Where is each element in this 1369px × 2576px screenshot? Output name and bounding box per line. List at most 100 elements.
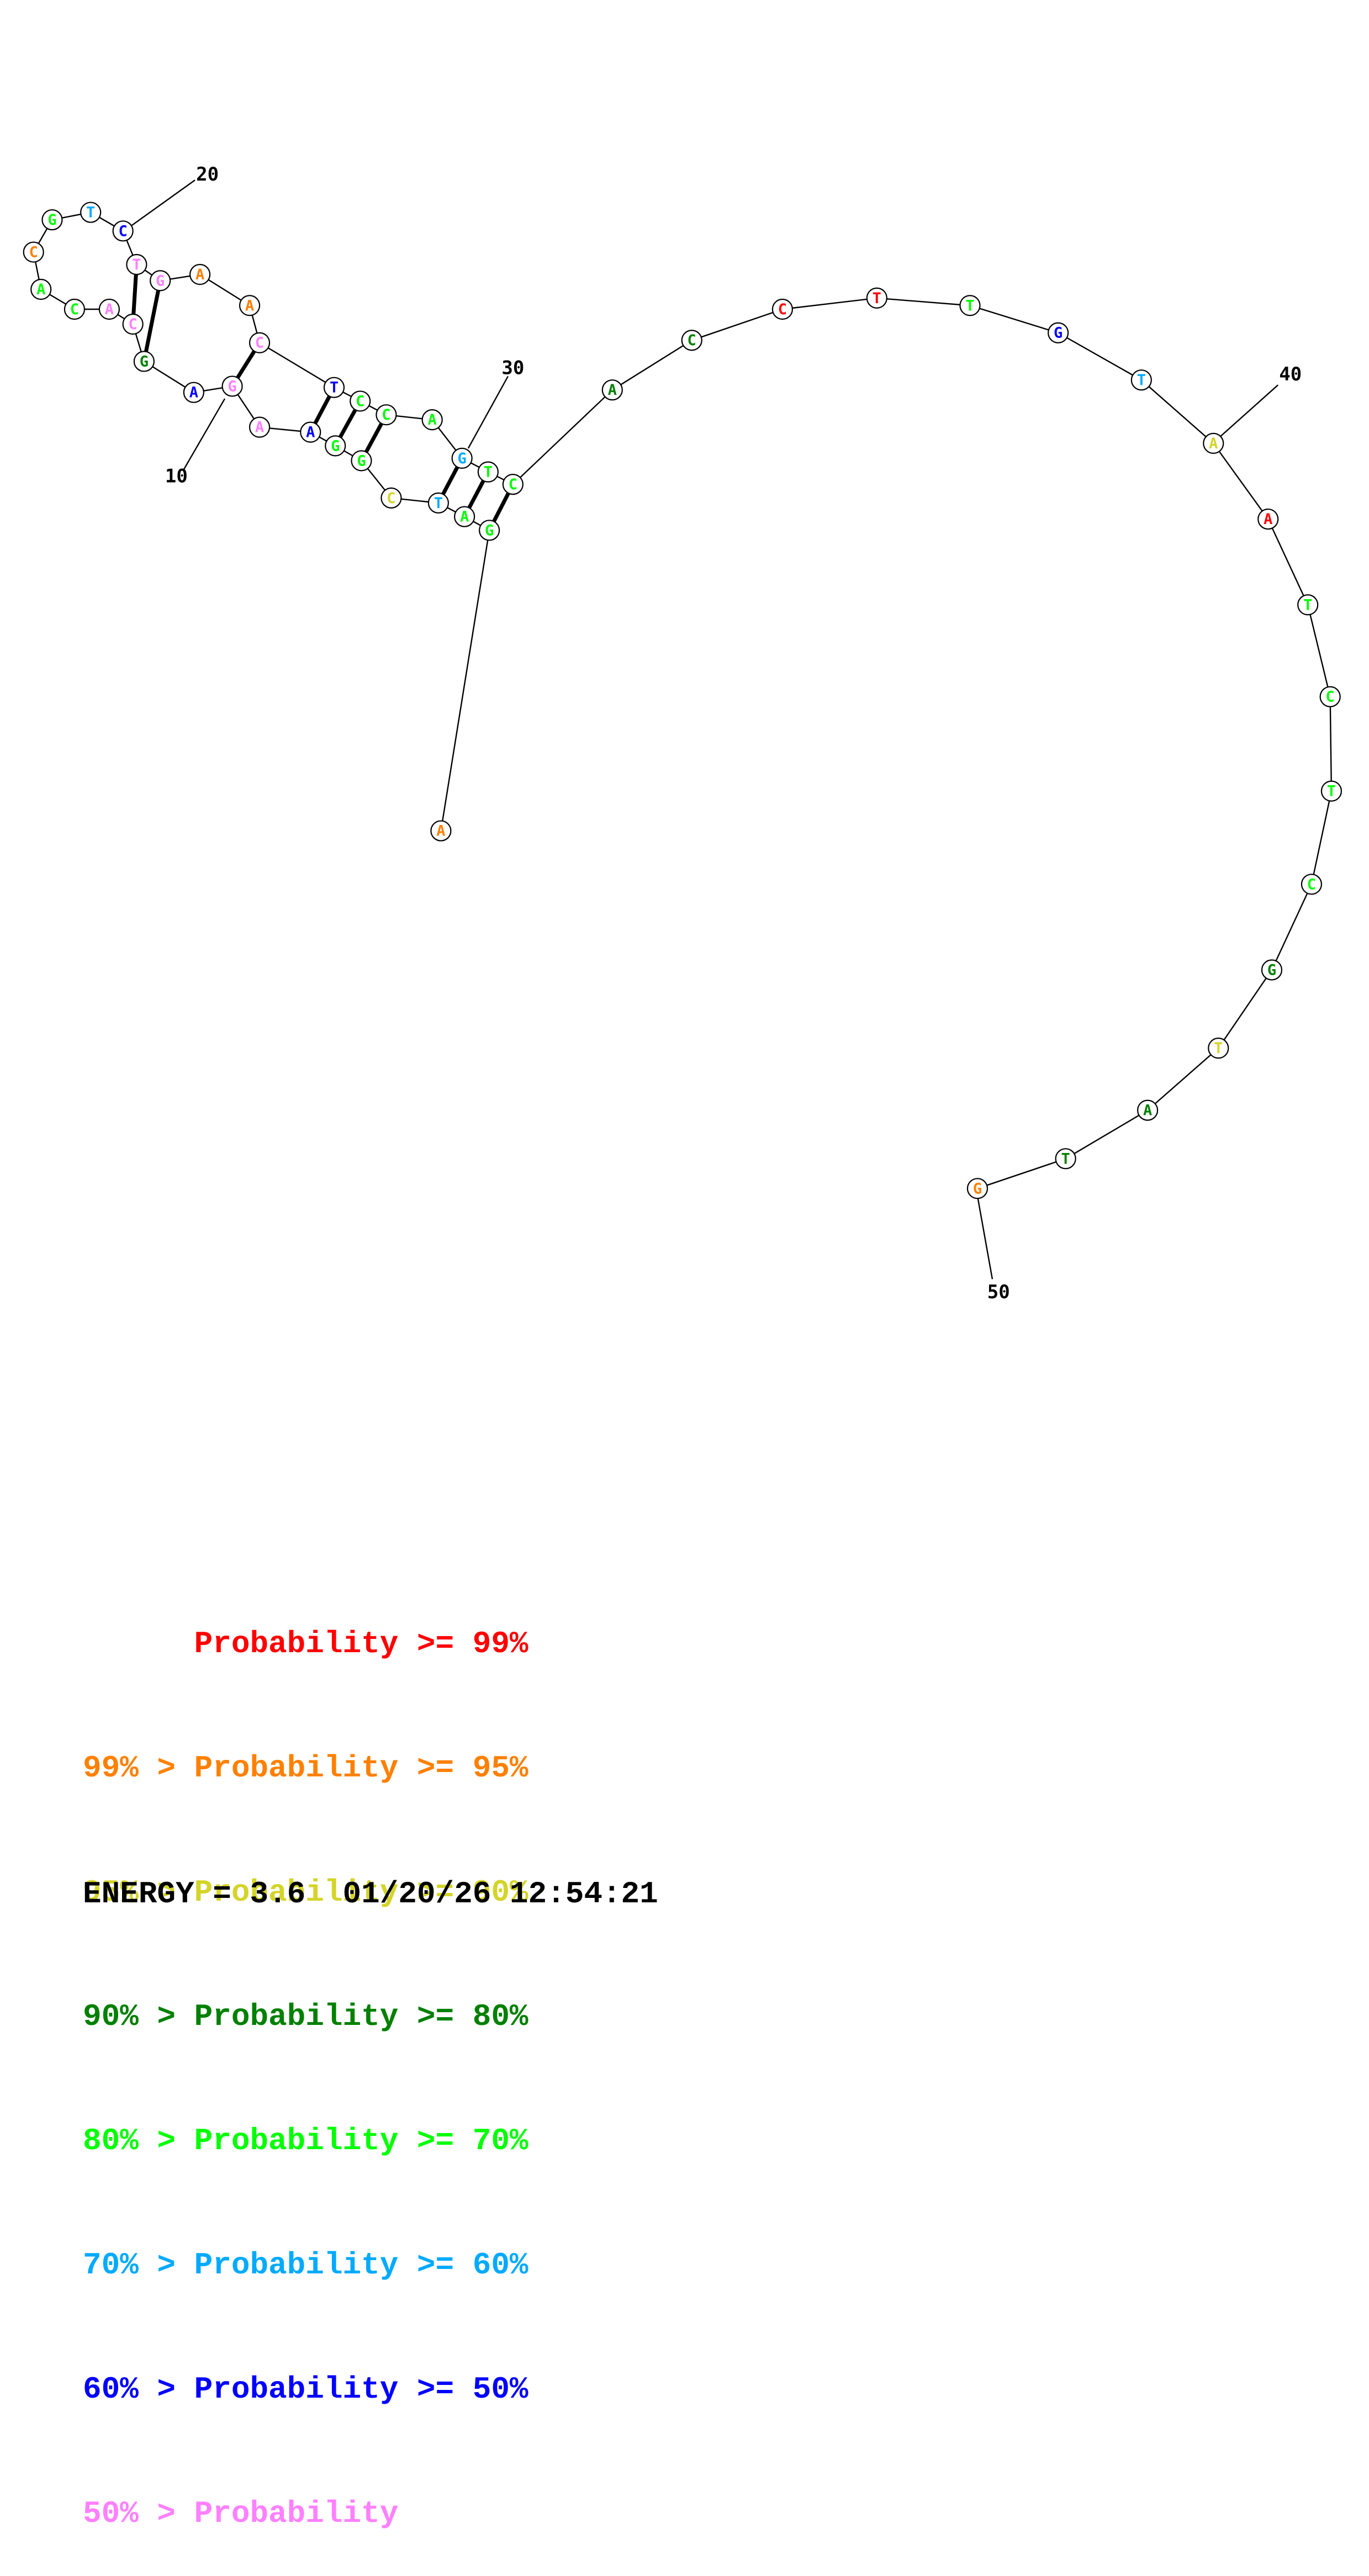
nucleotide: C bbox=[1319, 686, 1341, 707]
nucleotide-circle bbox=[1055, 1148, 1076, 1170]
nucleotide-circle bbox=[1319, 686, 1341, 707]
nucleotide: A bbox=[1257, 508, 1279, 530]
backbone-lines bbox=[33, 211, 1333, 1189]
nucleotide: G bbox=[351, 450, 372, 472]
nucleotide-base: G bbox=[1267, 961, 1276, 978]
nucleotide: G bbox=[150, 270, 171, 292]
nucleotide-circle bbox=[80, 202, 102, 223]
position-tick bbox=[976, 1196, 993, 1279]
nucleotide-circle bbox=[221, 375, 243, 397]
nucleotide: C bbox=[64, 298, 86, 320]
backbone-segment bbox=[1058, 332, 1142, 381]
backbone-segment bbox=[440, 530, 490, 831]
position-label: 40 bbox=[1279, 363, 1302, 385]
nucleotide-base: G bbox=[228, 378, 236, 395]
nucleotide-base: T bbox=[1327, 783, 1336, 800]
backbone-segment bbox=[612, 340, 693, 391]
backbone-segment bbox=[691, 308, 783, 341]
nucleotide-base: C bbox=[387, 490, 395, 507]
nucleotide-base: G bbox=[331, 437, 340, 454]
legend-row-p80: 90% > Probability >= 80% bbox=[83, 1999, 528, 2034]
nucleotide-base: A bbox=[306, 424, 315, 441]
nucleotide-base: A bbox=[245, 297, 254, 314]
nucleotide-circle bbox=[239, 295, 261, 316]
backbone-segment bbox=[1271, 884, 1313, 970]
nucleotide-circle bbox=[421, 409, 443, 431]
nucleotide: A bbox=[189, 263, 211, 285]
nucleotide-base: C bbox=[29, 244, 38, 261]
nucleotide: T bbox=[323, 377, 345, 398]
position-ticks: 10 20 30 40 50 bbox=[129, 163, 1302, 1303]
nucleotide: G bbox=[966, 1178, 989, 1199]
backbone-segment bbox=[1141, 379, 1214, 444]
nucleotide-circle bbox=[502, 474, 524, 495]
nucleotide-base: T bbox=[1061, 1150, 1070, 1167]
nucleotide-circle bbox=[112, 220, 134, 242]
backbone-segment bbox=[970, 305, 1059, 334]
position-label: 20 bbox=[196, 163, 219, 186]
nucleotide-base: C bbox=[382, 406, 390, 424]
energy-timestamp: ENERGY = 3.6 01/20/26 12:54:21 bbox=[83, 1876, 658, 1912]
probability-legend: Probability >= 99% 99% > Probability >= … bbox=[83, 1541, 528, 2576]
nucleotide-circle bbox=[150, 270, 171, 292]
position-label: 50 bbox=[987, 1281, 1010, 1303]
nucleotide-circle bbox=[1137, 1099, 1159, 1121]
nucleotide-circle bbox=[98, 298, 120, 320]
position-tick bbox=[467, 375, 509, 449]
nucleotide-base: C bbox=[255, 335, 264, 352]
nucleotide: A bbox=[239, 295, 261, 316]
position-tick bbox=[1219, 384, 1279, 438]
nucleotide: A bbox=[454, 506, 475, 527]
nucleotide-base: C bbox=[356, 393, 364, 410]
nucleotide-base: A bbox=[189, 384, 198, 401]
nucleotide-base: G bbox=[47, 211, 56, 229]
nucleotide: C bbox=[771, 298, 793, 320]
position-tick bbox=[129, 179, 195, 228]
legend-row-p50: 60% > Probability >= 50% bbox=[83, 2372, 528, 2407]
nucleotide: G bbox=[41, 209, 63, 231]
legend-row-p99: Probability >= 99% bbox=[83, 1626, 528, 1662]
nucleotide-circle bbox=[41, 209, 63, 231]
nucleotide-base: T bbox=[132, 256, 141, 273]
nucleotide-circle bbox=[189, 263, 211, 285]
nucleotide: T bbox=[126, 253, 147, 276]
nucleotide-circle bbox=[1261, 959, 1283, 981]
nucleotide-base: T bbox=[484, 464, 493, 481]
nucleotide: G bbox=[221, 375, 243, 397]
nucleotide: C bbox=[112, 220, 134, 242]
nucleotide: T bbox=[80, 202, 102, 223]
nucleotide-circle bbox=[300, 421, 321, 443]
nucleotide-circle bbox=[249, 332, 271, 353]
nucleotide: A bbox=[300, 421, 321, 443]
nucleotide: A bbox=[430, 820, 452, 842]
legend-row-p90: 95% > Probability >= 90% bbox=[83, 1875, 528, 1910]
nucleotide-base: T bbox=[1303, 596, 1312, 613]
nucleotide-circle bbox=[1297, 594, 1319, 616]
nucleotide: C bbox=[122, 313, 144, 335]
legend-row-p70: 80% > Probability >= 70% bbox=[83, 2123, 528, 2159]
nucleotide: A bbox=[183, 382, 204, 403]
backbone-segment bbox=[1147, 1048, 1219, 1111]
nucleotide-base: A bbox=[1264, 511, 1272, 528]
nucleotide-circle bbox=[23, 241, 44, 263]
nucleotide: G bbox=[133, 351, 155, 372]
nucleotide-circle bbox=[479, 520, 500, 541]
backbone-segment bbox=[977, 1158, 1066, 1189]
nucleotide: T bbox=[427, 492, 449, 514]
nucleotide-circle bbox=[430, 820, 452, 842]
nucleotide: A bbox=[1137, 1099, 1159, 1121]
nucleotide-circle bbox=[601, 379, 623, 401]
nucleotide-circle bbox=[1208, 1038, 1229, 1059]
nucleotide-base: T bbox=[965, 297, 974, 314]
nucleotide-base: A bbox=[255, 419, 264, 436]
nucleotide-base: A bbox=[428, 411, 437, 429]
nucleotide-circle bbox=[477, 461, 499, 483]
nucleotide-base: C bbox=[129, 316, 138, 333]
nucleotide-base: G bbox=[973, 1180, 982, 1197]
nucleotide-base: T bbox=[330, 379, 339, 396]
nucleotide-base: T bbox=[86, 204, 95, 221]
nucleotide-circle bbox=[323, 377, 345, 398]
nucleotide: T bbox=[866, 287, 887, 309]
nucleotide: A bbox=[601, 379, 623, 401]
